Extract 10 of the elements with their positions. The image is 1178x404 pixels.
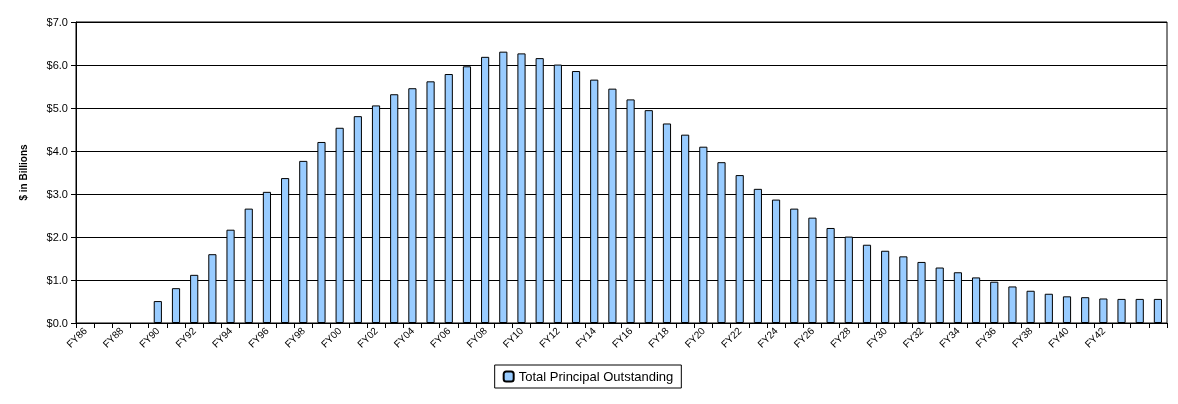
y-tick-label: $7.0 xyxy=(46,16,68,28)
y-tick-label: $1.0 xyxy=(46,274,68,286)
y-axis-title: $ in Billions xyxy=(17,144,29,201)
y-tick-label: $0.0 xyxy=(46,317,68,329)
y-tick-label: $2.0 xyxy=(46,231,68,243)
y-tick-label: $3.0 xyxy=(46,188,68,200)
legend-label: Total Principal Outstanding xyxy=(518,369,674,384)
y-tick-label: $5.0 xyxy=(46,102,68,114)
y-tick-label: $4.0 xyxy=(46,145,68,157)
y-tick-label: $6.0 xyxy=(46,59,68,71)
